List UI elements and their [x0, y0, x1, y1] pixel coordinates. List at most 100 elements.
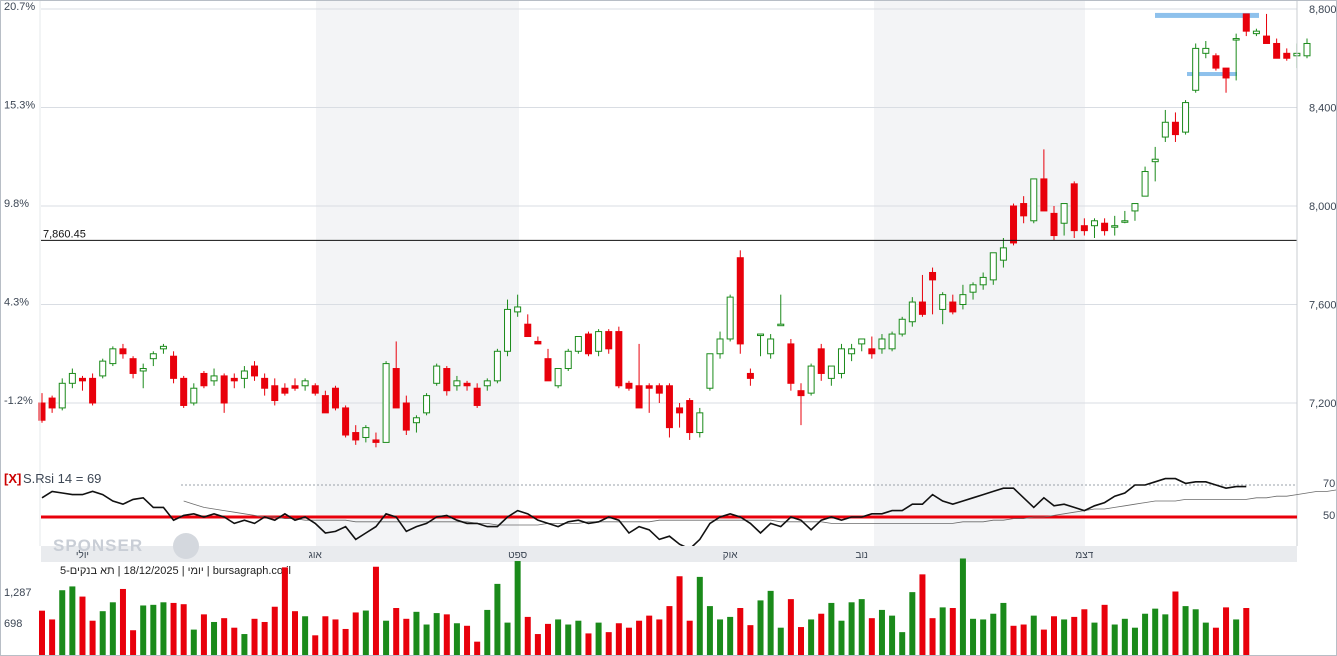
volume-bar — [352, 612, 359, 655]
candle-body — [848, 348, 856, 355]
candle-body — [463, 382, 471, 387]
candle-body — [1303, 42, 1311, 57]
volume-bar — [909, 592, 916, 655]
volume-bar — [79, 596, 86, 655]
volume-bar — [393, 608, 400, 655]
candle-body — [483, 380, 491, 387]
volume-bar — [767, 590, 774, 655]
volume-bar — [737, 608, 744, 655]
candle-body — [949, 301, 957, 313]
watermark: SPONSER — [53, 536, 143, 555]
volume-bar — [261, 621, 268, 655]
candle-body — [362, 427, 370, 438]
candle-body — [645, 385, 653, 389]
volume-bar — [838, 620, 845, 655]
candle-body — [1080, 225, 1088, 232]
volume-bar — [1010, 625, 1017, 655]
volume-bar — [332, 619, 339, 655]
candle-body — [453, 380, 461, 387]
volume-bar — [970, 618, 977, 655]
candle-body — [1252, 30, 1260, 35]
candle-body — [757, 333, 765, 337]
right-tick-label: 8,800 — [1309, 4, 1337, 16]
candle-body — [696, 412, 704, 434]
candle-body — [240, 370, 248, 379]
instrument-caption: יומי | 18/12/2025 | תא בנקים-5 | bursagr… — [60, 565, 291, 577]
volume-bar — [443, 614, 450, 655]
candle-body — [605, 331, 613, 350]
volume-bar — [949, 608, 956, 655]
candle-body — [554, 368, 562, 387]
candle-body — [1131, 203, 1139, 212]
rsi-title: S.Rsi 14 = 69 — [23, 471, 101, 486]
candle-body — [443, 368, 451, 392]
volume-bar — [403, 618, 410, 655]
candle-body — [574, 336, 582, 352]
reference-line: 7,860.45 — [41, 228, 1297, 241]
volume-bar — [180, 604, 187, 655]
candle-body — [170, 355, 178, 379]
candle-body — [1182, 102, 1190, 133]
candle-body — [473, 387, 481, 406]
candle-body — [281, 387, 289, 394]
highlight-levels — [1155, 12, 1259, 77]
volume-bar — [39, 610, 45, 655]
volume-bar — [636, 620, 643, 655]
candle-body — [1242, 13, 1250, 32]
candle-body — [918, 301, 926, 315]
volume-bar — [464, 625, 471, 655]
volume-tick-label: 698 — [4, 618, 22, 630]
volume-bar — [798, 627, 804, 655]
candle-body — [1020, 203, 1028, 217]
candle-body — [979, 276, 987, 286]
candle-body — [504, 308, 512, 352]
candle-body — [129, 358, 137, 374]
candle-body — [149, 353, 157, 360]
candle-body — [1273, 42, 1281, 59]
volume-bar — [241, 634, 248, 655]
candle-body — [271, 385, 279, 402]
volume-bar — [1182, 606, 1189, 655]
volume-bar — [433, 613, 440, 655]
volume-bar — [929, 618, 936, 655]
volume-bar — [504, 622, 511, 655]
volume-bar — [1192, 609, 1199, 655]
volume-bar — [140, 605, 147, 655]
candle-body — [1060, 203, 1068, 224]
candle-body — [615, 331, 623, 387]
volume-bar — [190, 629, 197, 655]
candle-body — [716, 338, 724, 355]
candle-body — [706, 353, 714, 389]
right-tick-label: 8,000 — [1309, 201, 1337, 213]
candle-body — [433, 365, 441, 384]
volume-bar — [1040, 629, 1047, 655]
volume-bar — [211, 621, 218, 655]
candle-body — [817, 348, 825, 374]
candle-body — [655, 385, 663, 394]
volume-bar — [899, 632, 906, 655]
volume-bar — [747, 625, 754, 655]
candle-body — [746, 372, 754, 379]
candle-body — [78, 377, 86, 382]
candle-body — [665, 385, 673, 429]
volume-bar — [281, 567, 288, 655]
candle-body — [584, 333, 592, 355]
price-grid — [41, 8, 1297, 404]
candle-body — [959, 294, 967, 305]
candle-body — [291, 385, 299, 389]
volume-bar — [727, 616, 734, 655]
candle-body — [1101, 222, 1109, 232]
rsi-level-label: 70 — [1323, 478, 1335, 490]
volume-bar — [595, 622, 602, 655]
volume-bar — [1212, 627, 1219, 655]
candle-body — [311, 385, 319, 394]
volume-bar — [656, 619, 663, 655]
volume-bar — [1142, 613, 1149, 655]
volume-bar — [818, 613, 825, 655]
candle-body — [837, 348, 845, 374]
volume-bar — [868, 618, 875, 655]
volume-bar — [494, 583, 501, 655]
month-band — [874, 1, 1085, 546]
volume-tick-label: 1,287 — [4, 587, 32, 599]
volume-bar — [474, 641, 481, 655]
